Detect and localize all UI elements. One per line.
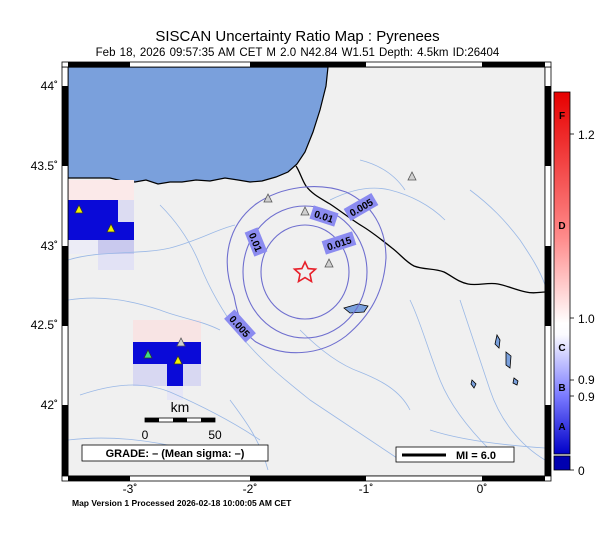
grade-text: GRADE: – (Mean sigma: –) — [106, 448, 245, 460]
sea-area — [68, 67, 329, 185]
colorbar-tick: 1.0 — [578, 312, 595, 326]
mi-legend: MI = 6.0 — [395, 446, 515, 463]
stations — [74, 171, 417, 365]
lat-label: 42.5˚ — [30, 318, 58, 332]
uncertainty-grid-cells — [68, 180, 201, 400]
map-title: SISCAN Uncertainty Ratio Map : Pyrenees — [155, 28, 440, 45]
grade-letter: C — [558, 343, 565, 354]
event-summary: Feb 18, 2026 09:57:35 AM CET M 2.0 N42.8… — [95, 47, 500, 59]
colorbar: F D C B A 1.2 1.0 0.9 0.9 0 — [553, 91, 595, 478]
lon-label: -1˚ — [358, 482, 374, 496]
epicenter-star-icon — [292, 260, 318, 284]
scale-bar: km 0 50 — [142, 399, 222, 442]
station-triangle — [263, 193, 273, 203]
grade-letter: F — [559, 111, 565, 122]
grade-letter: A — [558, 422, 565, 433]
colorbar-tick: 1.2 — [578, 128, 595, 142]
national-border — [295, 165, 545, 294]
colorbar-tick: 0.9 — [578, 373, 595, 387]
station-triangle — [143, 349, 153, 359]
scale-bar-start: 0 — [142, 428, 149, 442]
grade-letter: B — [558, 383, 565, 394]
lakes — [343, 303, 519, 389]
grade-letter: D — [558, 221, 565, 232]
station-triangle — [407, 171, 417, 181]
mi-legend-text: MI = 6.0 — [456, 450, 496, 462]
lat-label: 44˚ — [40, 79, 58, 93]
lon-label: 0˚ — [476, 482, 488, 496]
scale-bar-title: km — [171, 399, 190, 415]
map-frame — [61, 61, 552, 482]
colorbar-tick: 0 — [578, 464, 585, 478]
lat-label: 42˚ — [40, 398, 58, 412]
lon-label: -3˚ — [122, 482, 138, 496]
lat-label: 43˚ — [40, 239, 58, 253]
lat-label: 43.5˚ — [30, 159, 58, 173]
station-triangle — [176, 337, 186, 347]
station-triangle — [324, 258, 334, 268]
station-triangle — [74, 204, 84, 214]
colorbar-tick: 0.9 — [578, 390, 595, 404]
station-triangle — [300, 206, 310, 216]
station-triangle — [106, 223, 116, 233]
rivers — [68, 159, 545, 471]
uncertainty-contours — [226, 186, 387, 354]
station-triangle — [173, 355, 183, 365]
grade-box: GRADE: – (Mean sigma: –) — [81, 444, 269, 462]
lon-label: -2˚ — [242, 482, 258, 496]
scale-bar-end: 50 — [208, 428, 222, 442]
processing-footer: Map Version 1 Processed 2026-02-18 10:00… — [72, 498, 292, 508]
